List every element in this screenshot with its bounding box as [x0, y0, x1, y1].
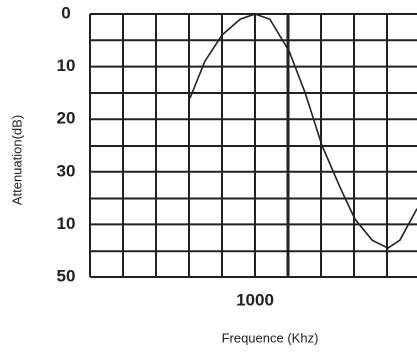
y-axis-title: Attenuation(dB)	[9, 115, 24, 205]
y-tick-label: 50	[57, 266, 76, 285]
y-tick-label: 10	[57, 56, 76, 75]
y-tick-label: 10	[57, 214, 76, 233]
y-tick-label: 0	[61, 3, 70, 22]
x-tick-label: 1000	[236, 290, 274, 309]
y-tick-label: 20	[57, 109, 76, 128]
minor-grid	[89, 14, 417, 277]
curve	[189, 13, 417, 249]
x-axis-title: Frequence (Khz)	[222, 330, 319, 345]
y-tick-label: 30	[57, 161, 76, 180]
